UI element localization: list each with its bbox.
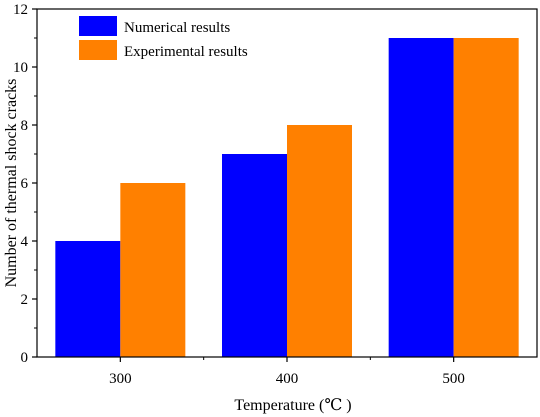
- x-tick-label-300: 300: [109, 371, 132, 387]
- bar-500-experimental: [453, 38, 519, 357]
- bar-400-numerical: [222, 154, 287, 357]
- legend-swatch-numerical: [79, 16, 117, 36]
- y-tick-label-0: 0: [21, 350, 29, 366]
- legend: Numerical results Experimental results: [79, 16, 248, 60]
- y-tick-label-8: 8: [21, 118, 29, 134]
- bar-300-experimental: [120, 183, 186, 357]
- y-tick-label-12: 12: [13, 2, 28, 18]
- y-tick-label-10: 10: [13, 60, 28, 76]
- x-axis-title: Temperature (℃ ): [234, 397, 351, 414]
- bar-400-experimental: [287, 125, 352, 357]
- legend-swatch-experimental: [79, 40, 117, 60]
- bar-500-numerical: [388, 38, 454, 357]
- x-tick-label-400: 400: [276, 371, 299, 387]
- axes-group: [32, 8, 538, 362]
- x-tick-label-500: 500: [442, 371, 465, 387]
- legend-label-numerical: Numerical results: [124, 20, 230, 36]
- y-axis-title: Number of thermal shock cracks: [3, 79, 20, 288]
- legend-label-experimental: Experimental results: [124, 44, 248, 60]
- y-tick-label-4: 4: [21, 234, 29, 250]
- bars-group: [55, 38, 519, 357]
- y-tick-label-6: 6: [21, 176, 29, 192]
- bar-300-numerical: [55, 241, 121, 357]
- y-tick-label-2: 2: [21, 292, 29, 308]
- tick-labels-group: 0 2 4 6 8 10 12 300 400 500: [13, 2, 465, 387]
